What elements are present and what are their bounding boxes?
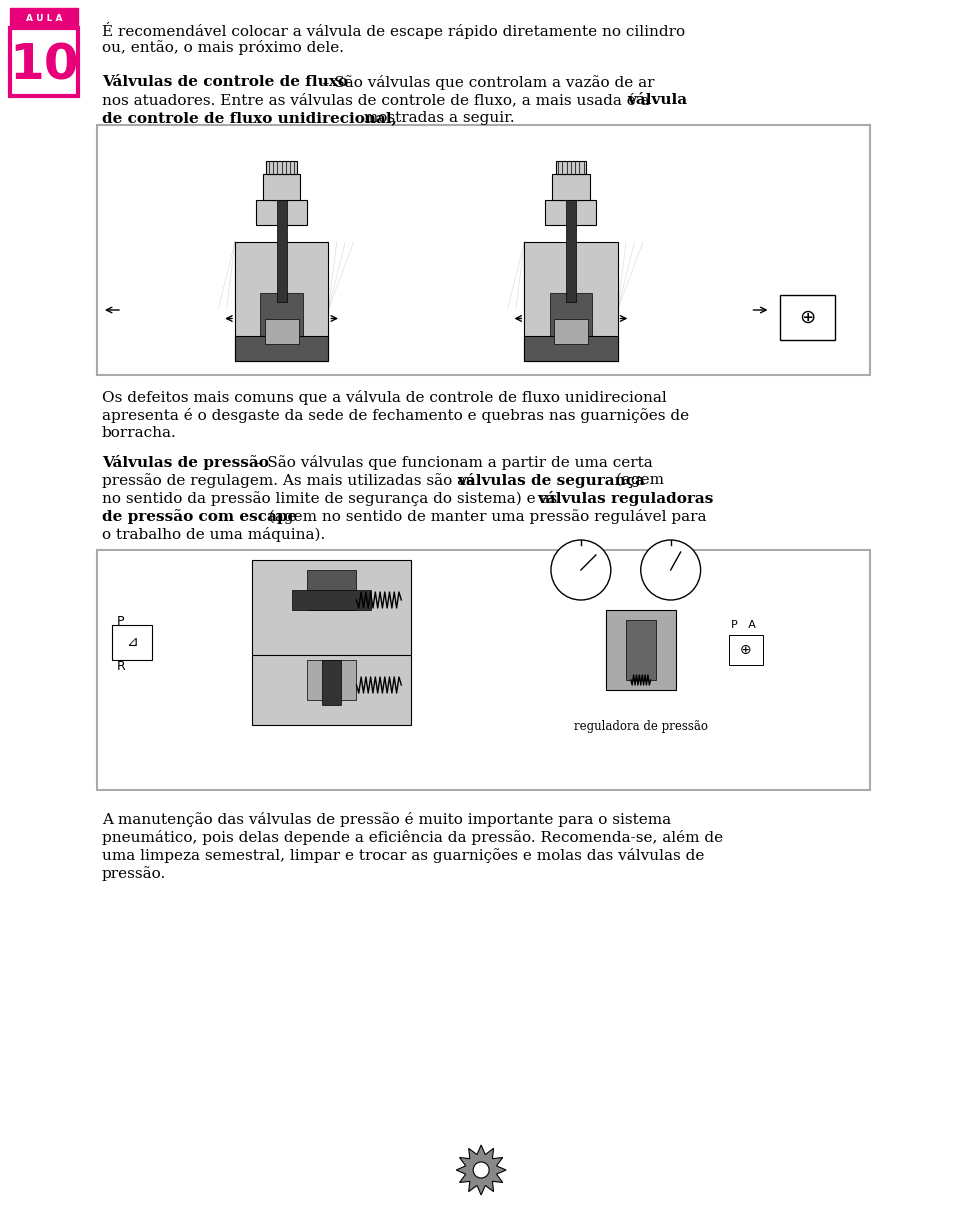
Bar (550, 293, 592, 344)
Polygon shape (456, 1144, 506, 1195)
Text: nos atuadores. Entre as válvulas de controle de fluxo, a mais usada é a: nos atuadores. Entre as válvulas de cont… (102, 93, 655, 107)
Text: Válvulas de pressão: Válvulas de pressão (102, 456, 269, 470)
Bar (235, 335, 328, 361)
Bar (626, 620, 656, 680)
Bar (266, 161, 297, 174)
Circle shape (473, 1162, 489, 1178)
Bar (292, 589, 372, 610)
Bar (265, 318, 299, 344)
Bar (780, 295, 835, 340)
Text: – São válvulas que funcionam a partir de uma certa: – São válvulas que funcionam a partir de… (250, 456, 653, 470)
Text: pressão de regulagem. As mais utilizadas são as: pressão de regulagem. As mais utilizadas… (102, 473, 479, 488)
Bar (606, 610, 676, 690)
Bar (263, 174, 300, 199)
Bar (545, 199, 596, 225)
Text: reguladora de pressão: reguladora de pressão (574, 720, 708, 733)
Bar (306, 570, 356, 610)
Text: pressão.: pressão. (102, 866, 166, 880)
Bar (556, 161, 587, 174)
Text: apresenta é o desgaste da sede de fechamento e quebras nas guarnições de: apresenta é o desgaste da sede de fecham… (102, 408, 689, 422)
Polygon shape (524, 242, 617, 361)
Bar (11, 28, 78, 96)
Text: ou, então, o mais próximo dele.: ou, então, o mais próximo dele. (102, 41, 344, 55)
Text: Válvulas de controle de fluxo: Válvulas de controle de fluxo (102, 75, 348, 88)
Bar (729, 635, 763, 666)
Bar (112, 625, 152, 659)
Bar (276, 199, 287, 302)
Text: válvula: válvula (627, 93, 687, 107)
Text: uma limpeza semestral, limpar e trocar as guarnições e molas das válvulas de: uma limpeza semestral, limpar e trocar a… (102, 849, 705, 863)
Text: Os defeitos mais comuns que a válvula de controle de fluxo unidirecional: Os defeitos mais comuns que a válvula de… (102, 391, 667, 405)
Text: (agem: (agem (611, 473, 663, 488)
Text: 10: 10 (10, 41, 79, 88)
Text: ⊿: ⊿ (126, 635, 138, 650)
Text: R: R (117, 659, 126, 673)
Bar (552, 174, 589, 199)
Text: segurança: segurança (300, 666, 362, 678)
Bar (252, 655, 411, 725)
Text: A manutenção das válvulas de pressão é muito importante para o sistema: A manutenção das válvulas de pressão é m… (102, 812, 671, 826)
Text: ⊕: ⊕ (740, 643, 752, 657)
Bar (524, 335, 617, 361)
Text: válvulas de segurança: válvulas de segurança (457, 473, 645, 488)
Bar (260, 293, 302, 344)
Text: de pressão com escape: de pressão com escape (102, 508, 298, 524)
Text: mostradas a seguir.: mostradas a seguir. (359, 111, 516, 125)
Text: válvulas reguladoras: válvulas reguladoras (537, 491, 713, 506)
Bar (554, 318, 588, 344)
Circle shape (551, 540, 611, 600)
Circle shape (640, 540, 701, 600)
Text: É recomendável colocar a válvula de escape rápido diretamente no cilindro: É recomendável colocar a válvula de esca… (102, 22, 685, 39)
Bar (322, 659, 342, 705)
Text: P: P (117, 615, 125, 628)
Bar (252, 560, 411, 659)
Bar (565, 199, 576, 302)
Bar (256, 199, 307, 225)
Bar (11, 9, 78, 28)
Text: – São válvulas que controlam a vazão de ar: – São válvulas que controlam a vazão de … (317, 75, 654, 90)
Bar (97, 125, 870, 375)
Text: A U L A: A U L A (26, 14, 62, 22)
Text: R: R (731, 650, 738, 659)
Text: de controle de fluxo unidirecional,: de controle de fluxo unidirecional, (102, 111, 397, 125)
Text: no sentido da pressão limite de segurança do sistema) e as: no sentido da pressão limite de seguranç… (102, 491, 563, 506)
Bar (306, 659, 356, 700)
Text: borracha.: borracha. (102, 426, 177, 440)
Text: ⊕: ⊕ (799, 307, 816, 327)
Text: (agem no sentido de manter uma pressão regulável para: (agem no sentido de manter uma pressão r… (264, 508, 707, 524)
Text: pneumático, pois delas depende a eficiência da pressão. Recomenda-se, além de: pneumático, pois delas depende a eficiên… (102, 830, 723, 845)
Bar (97, 550, 870, 790)
Text: P   A: P A (731, 620, 756, 630)
Polygon shape (235, 242, 328, 361)
Text: o trabalho de uma máquina).: o trabalho de uma máquina). (102, 527, 325, 542)
